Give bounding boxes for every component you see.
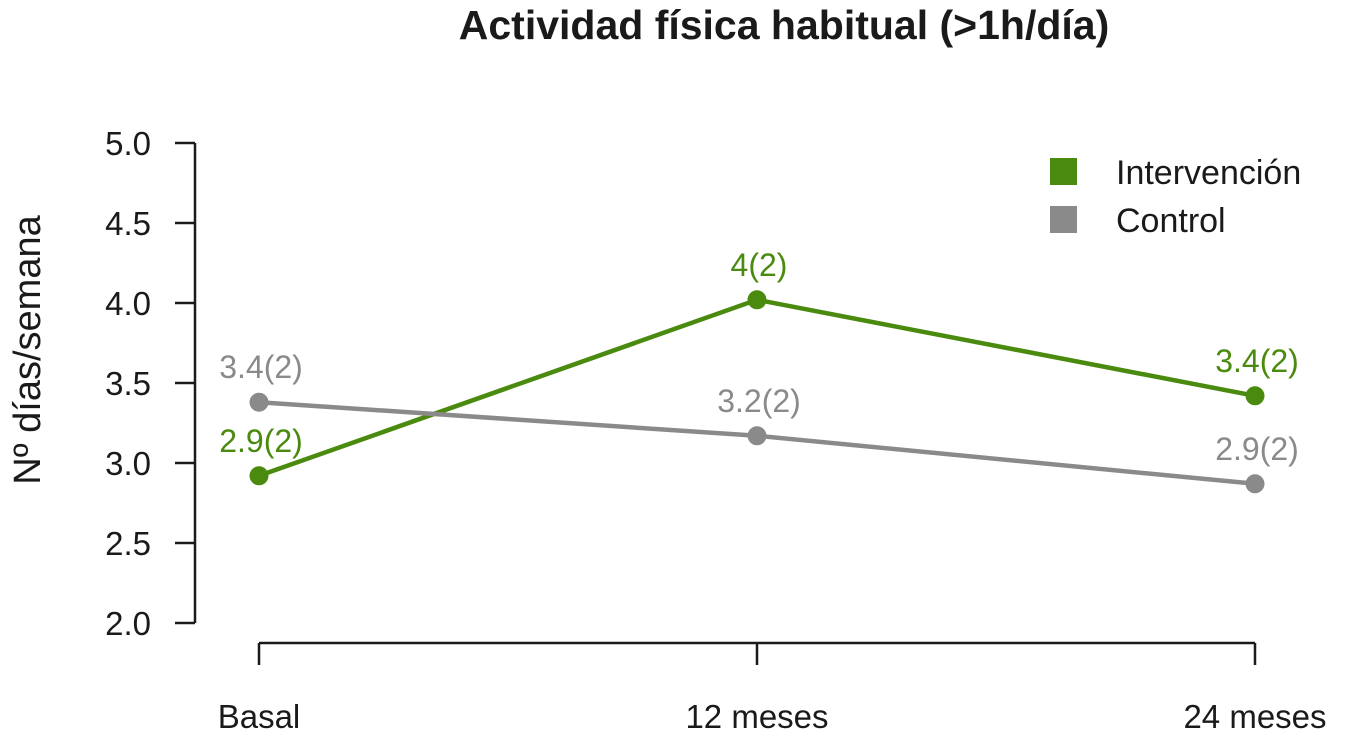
- legend-label: Intervención: [1116, 154, 1301, 192]
- x-axis: Basal 12 meses 24 meses: [218, 641, 1327, 735]
- legend: Intervención Control: [1050, 154, 1301, 240]
- chart-title: Actividad física habitual (>1h/día): [458, 2, 1110, 48]
- y-tick-label: 2.0: [105, 605, 151, 642]
- y-tick-label: 3.5: [105, 365, 151, 402]
- data-point: [1245, 474, 1265, 494]
- data-label: 2.9(2): [1215, 431, 1299, 467]
- legend-label: Control: [1116, 202, 1226, 240]
- y-axis-title: Nº días/semana: [7, 214, 49, 484]
- data-label: 3.4(2): [219, 349, 303, 385]
- legend-swatch: [1050, 206, 1077, 233]
- data-point: [1245, 386, 1265, 406]
- y-tick-label: 2.5: [105, 525, 151, 562]
- data-point: [249, 466, 269, 486]
- data-label: 3.4(2): [1215, 343, 1299, 379]
- data-point: [249, 392, 269, 412]
- x-tick-label: 24 meses: [1183, 698, 1326, 735]
- y-tick-label: 4.5: [105, 205, 151, 242]
- x-tick-label: Basal: [218, 698, 301, 735]
- series-control: 3.4(2) 3.2(2) 2.9(2): [219, 349, 1299, 494]
- y-axis: 2.0 2.5 3.0 3.5 4.0 4.5 5.0: [105, 125, 197, 642]
- y-tick-label: 5.0: [105, 125, 151, 162]
- legend-swatch: [1050, 158, 1077, 185]
- series-intervencion: 2.9(2) 4(2) 3.4(2): [219, 247, 1299, 486]
- data-point: [747, 426, 767, 446]
- y-tick-label: 3.0: [105, 445, 151, 482]
- y-tick-label: 4.0: [105, 285, 151, 322]
- series-layer: 2.9(2) 4(2) 3.4(2) 3.4(2) 3.2(2) 2.9(2): [219, 247, 1299, 494]
- data-point: [747, 290, 767, 310]
- data-label: 3.2(2): [717, 383, 801, 419]
- x-tick-label: 12 meses: [685, 698, 828, 735]
- data-label: 2.9(2): [219, 423, 303, 459]
- data-label: 4(2): [731, 247, 788, 283]
